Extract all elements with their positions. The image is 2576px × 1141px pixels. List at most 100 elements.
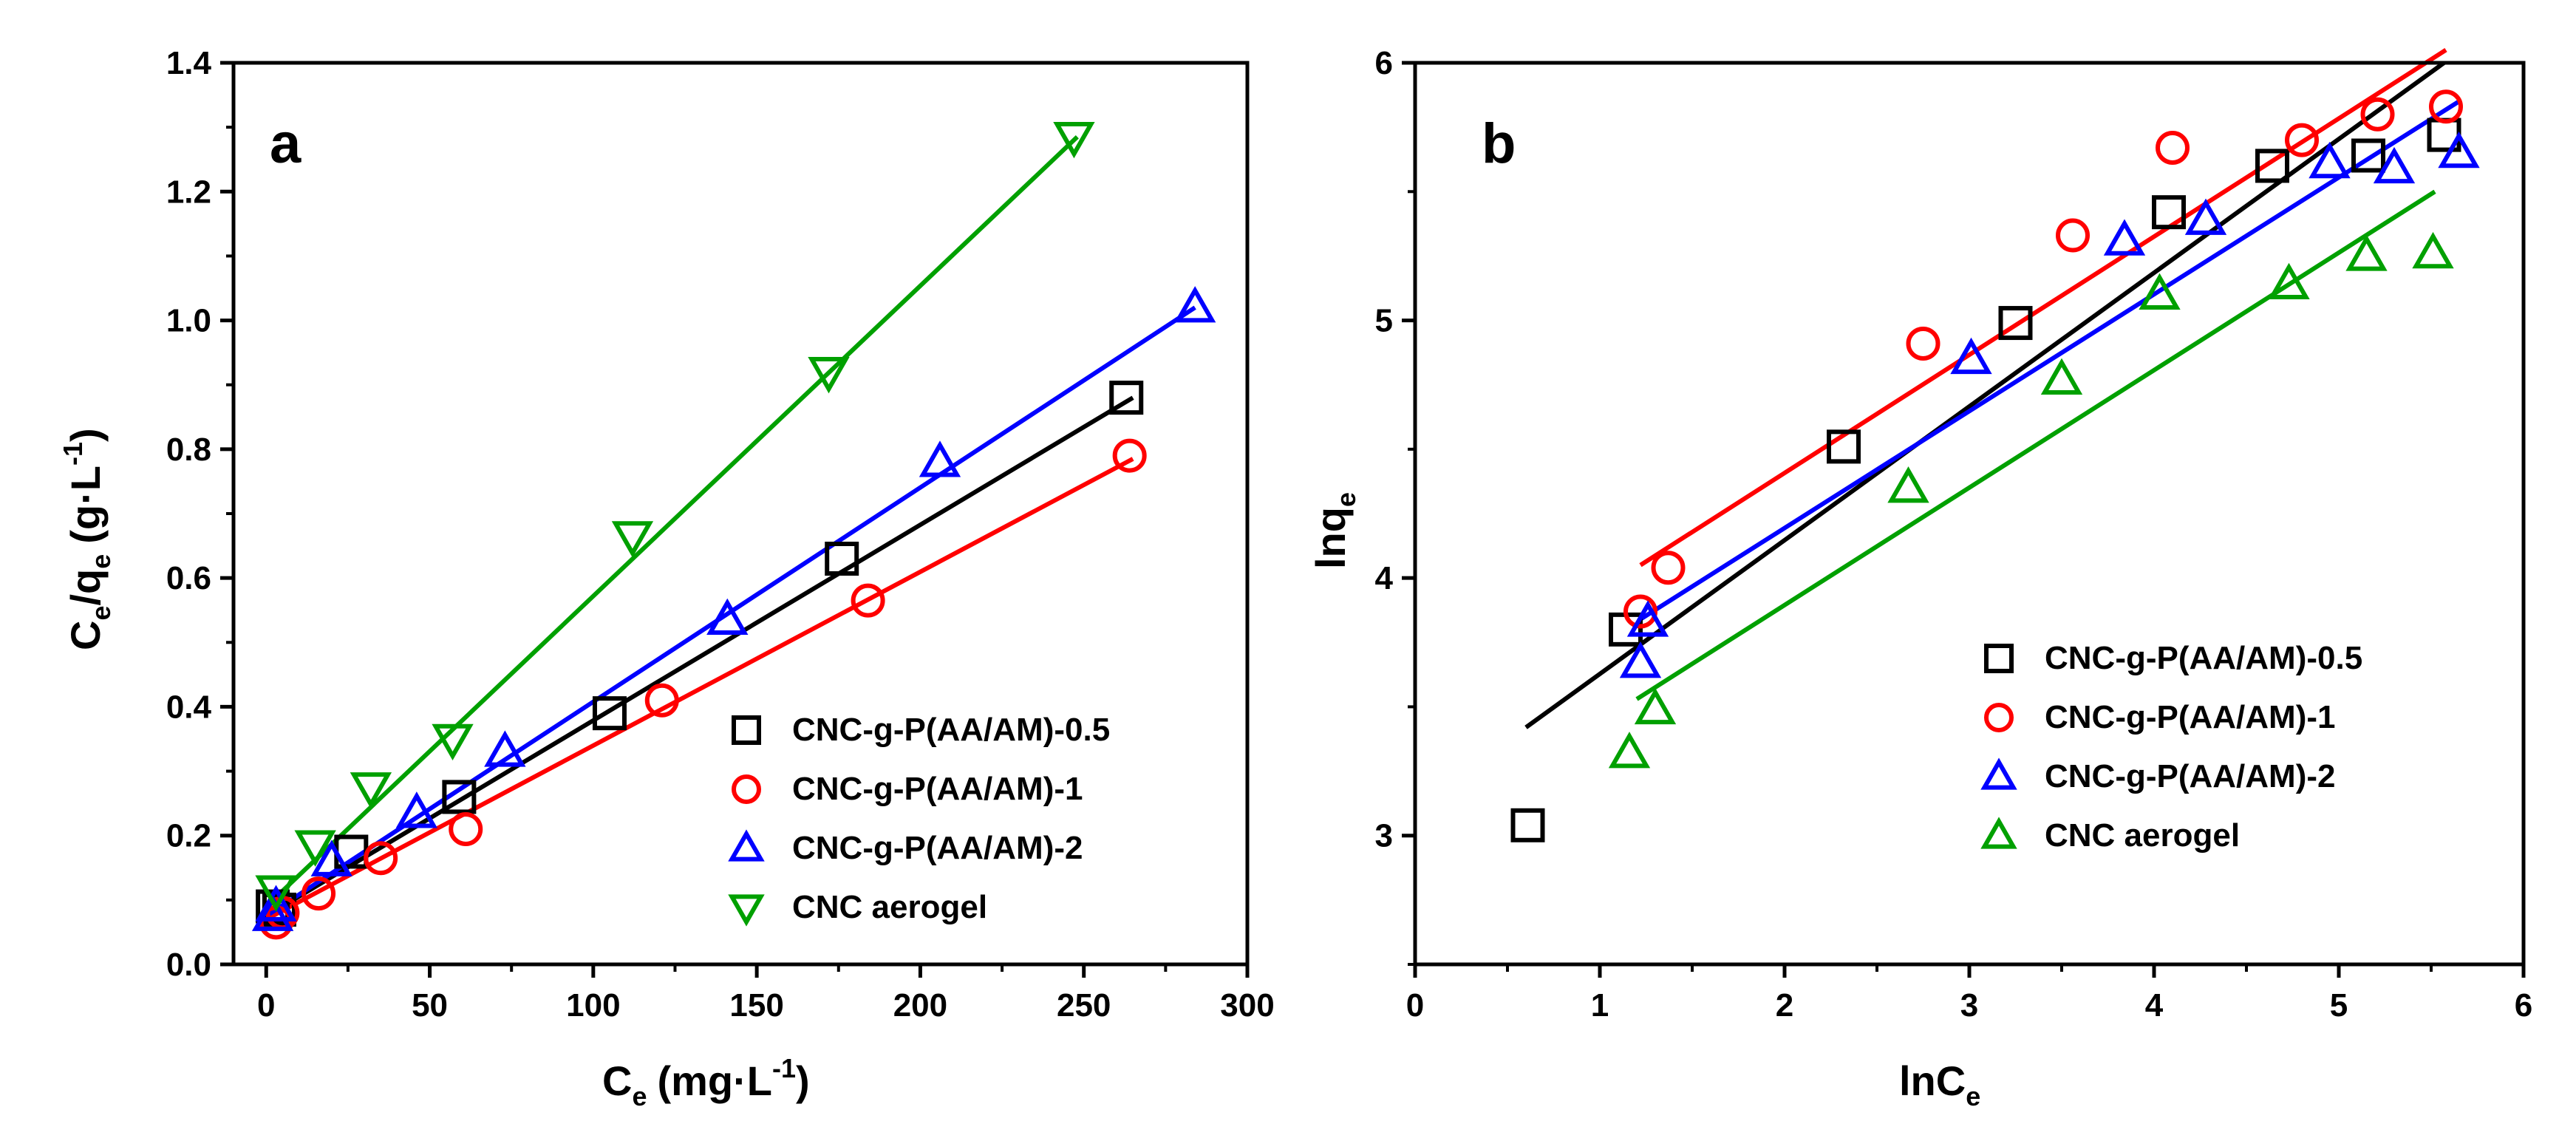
- x-tick-label: 100: [566, 987, 620, 1024]
- data-point-series-3: [432, 723, 474, 761]
- legend-label-3: CNC aerogel: [2045, 817, 2240, 854]
- legend-marker-1: [1984, 703, 2014, 732]
- panel-a: 0 50 100 150 200 250 300 0.0 0.2 0.4 0.6 0.8 1.0 1.2 1…: [58, 45, 1275, 1111]
- data-point-series-1: [1651, 551, 1686, 585]
- data-point-series-3: [2040, 358, 2083, 395]
- x-tick-label: 5: [2330, 987, 2348, 1024]
- data-point-series-3: [2345, 234, 2388, 271]
- fit-line-series-3: [265, 135, 1079, 908]
- data-point-series-1: [644, 683, 679, 718]
- legend-label-3: CNC aerogel: [792, 889, 987, 925]
- data-point-series-0: [2152, 195, 2186, 230]
- y-tick-label: 0.0: [166, 947, 211, 983]
- data-point-series-2: [310, 839, 352, 876]
- fit-line-series-1: [265, 457, 1134, 922]
- data-point-series-0: [442, 780, 477, 814]
- y-tick-label: 5: [1375, 303, 1393, 339]
- data-point-series-3: [611, 521, 654, 558]
- data-point-series-1: [1623, 594, 1657, 629]
- panel-a-y-axis-label: Ce/qe(g·L-1): [58, 428, 116, 650]
- fit-line-series-1: [1639, 48, 2447, 568]
- x-tick-label: 1: [1591, 987, 1609, 1024]
- fit-line-series-0: [265, 395, 1134, 919]
- y-tick-label: 1.2: [166, 174, 211, 210]
- data-point-series-0: [1827, 429, 1861, 464]
- data-point-series-1: [449, 812, 483, 846]
- panel-b-label: b: [1482, 112, 1516, 175]
- y-tick-label: 0.6: [166, 560, 211, 596]
- x-tick-label: 6: [2515, 987, 2532, 1024]
- data-point-series-2: [2103, 219, 2146, 256]
- data-point-series-3: [294, 830, 336, 867]
- data-point-series-0: [1998, 306, 2033, 341]
- data-point-series-1: [851, 583, 885, 618]
- legend-marker-2: [1980, 757, 2017, 790]
- panel-a-plot-frame: [231, 61, 1250, 967]
- data-point-series-1: [2156, 131, 2190, 166]
- y-tick-label: 0.4: [166, 689, 212, 725]
- data-point-series-0: [1510, 808, 1545, 842]
- data-point-series-3: [1053, 121, 1095, 159]
- y-tick-label: 1.4: [166, 45, 212, 81]
- fit-line-series-3: [1635, 189, 2436, 701]
- data-point-series-1: [2285, 123, 2319, 157]
- data-point-series-2: [484, 730, 526, 767]
- data-point-series-2: [1626, 600, 1669, 637]
- legend-label-0: CNC-g-P(AA/AM)-0.5: [2045, 640, 2362, 676]
- fit-line-series-0: [1524, 61, 2446, 729]
- legend-marker-1: [732, 774, 761, 804]
- legend-marker-2: [728, 829, 765, 862]
- data-point-series-3: [1634, 687, 1677, 725]
- data-point-series-1: [364, 841, 398, 876]
- data-point-series-2: [1950, 337, 1992, 375]
- x-tick-label: 50: [412, 987, 448, 1024]
- data-point-series-0: [825, 542, 859, 576]
- x-tick-label: 200: [893, 987, 947, 1024]
- data-point-series-2: [1619, 641, 1662, 678]
- data-point-series-3: [2412, 231, 2454, 269]
- data-point-series-0: [592, 696, 627, 731]
- legend-marker-0: [732, 715, 761, 745]
- data-point-series-1: [2056, 218, 2090, 253]
- data-point-series-3: [2268, 262, 2310, 300]
- legend-label-0: CNC-g-P(AA/AM)-0.5: [792, 712, 1110, 748]
- data-point-series-3: [1887, 466, 1929, 503]
- legend-marker-0: [1984, 644, 2014, 673]
- panel-a-legend: CNC-g-P(AA/AM)-0.5 CNC-g-P(AA/AM)-1 CNC-g-…: [728, 712, 1110, 927]
- data-point-series-3: [1608, 732, 1651, 769]
- data-point-series-2: [2184, 198, 2227, 235]
- data-point-series-2: [2438, 131, 2480, 168]
- panel-b-y-axis-label: lnqe: [1307, 492, 1361, 569]
- x-tick-label: 4: [2145, 987, 2164, 1024]
- y-tick-label: 6: [1375, 45, 1393, 81]
- x-tick-label: 0: [1406, 987, 1424, 1024]
- data-point-series-2: [395, 791, 438, 828]
- legend-label-2: CNC-g-P(AA/AM)-2: [2045, 758, 2336, 794]
- data-point-series-3: [808, 357, 850, 394]
- y-tick-label: 3: [1375, 818, 1393, 854]
- data-point-series-3: [255, 875, 297, 912]
- data-point-series-2: [706, 598, 749, 636]
- data-point-series-1: [2429, 89, 2463, 124]
- legend-marker-3: [1980, 817, 2017, 849]
- data-point-series-2: [919, 440, 961, 477]
- data-point-series-3: [2139, 273, 2181, 310]
- x-tick-label: 0: [257, 987, 275, 1024]
- data-point-series-1: [2360, 97, 2395, 132]
- panel-b: 0 1 2 3 4 5 6 3 4 5 6 b lnCe lnqe CNC-g-P(AA/AM)-0…: [1307, 45, 2532, 1111]
- x-tick-label: 2: [1776, 987, 1793, 1024]
- panel-b-plot-frame: [1413, 61, 2526, 967]
- data-point-series-2: [255, 885, 297, 922]
- legend-label-1: CNC-g-P(AA/AM)-1: [792, 771, 1083, 807]
- legend-label-1: CNC-g-P(AA/AM)-1: [2045, 699, 2336, 735]
- data-point-series-1: [301, 876, 336, 911]
- legend-marker-3: [728, 894, 765, 927]
- x-tick-label: 250: [1057, 987, 1111, 1024]
- y-tick-label: 0.8: [166, 432, 211, 468]
- data-point-series-1: [1906, 326, 1940, 361]
- x-tick-label: 3: [1960, 987, 1978, 1024]
- panel-b-x-axis-label: lnCe: [1899, 1057, 1980, 1111]
- legend-label-2: CNC-g-P(AA/AM)-2: [792, 830, 1083, 866]
- panel-a-label: a: [270, 112, 301, 175]
